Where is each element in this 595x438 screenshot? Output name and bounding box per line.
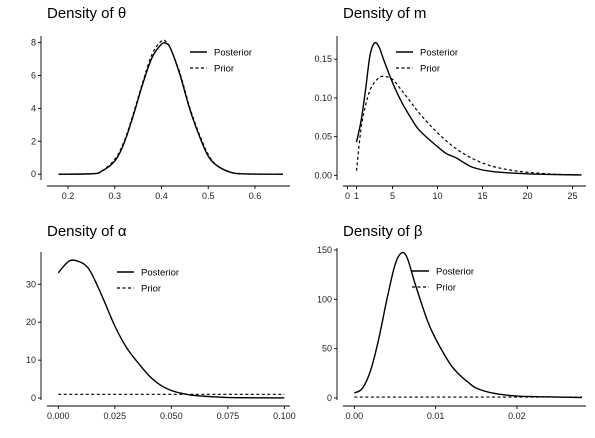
x-tick-label: 0.00 (346, 411, 364, 421)
x-tick-label: 0.2 (62, 191, 75, 201)
density-panel-4: Density of β 0 50 100 150 0.00 0.01 0.02 Posteri… (317, 223, 586, 421)
y-tick-label: 10 (26, 355, 36, 365)
x-tick-label: 0 (345, 191, 350, 201)
density-panel-2: Density of m0.000.050.100.150 1 5 10 15 20 25P… (314, 5, 586, 201)
legend-label-prior: Prior (436, 283, 456, 294)
x-tick-label: 0.4 (155, 191, 168, 201)
x-tick-label: 0.02 (508, 411, 526, 421)
panel-title: Density of m (343, 5, 426, 22)
x-tick-label: 0.050 (160, 411, 183, 421)
x-tick-label: 0.100 (273, 411, 296, 421)
posterior-density-line (57, 259, 285, 399)
x-tick-label: 0.5 (202, 191, 215, 201)
y-tick-label: 0.10 (314, 93, 332, 103)
posterior-density-line (58, 41, 283, 175)
legend-label-prior: Prior (141, 284, 161, 295)
panel-title: Density of θ (47, 5, 126, 22)
y-tick-label: 6 (31, 70, 36, 80)
x-tick-label: 0.6 (249, 191, 262, 201)
legend: Posterior Prior (412, 267, 474, 294)
x-tick-label: 5 (390, 191, 395, 201)
y-tick-label: 0 (31, 169, 36, 179)
legend: Posterior Prior (190, 48, 252, 75)
y-tick-label: 0 (31, 393, 36, 403)
y-tick-label: 0.00 (314, 170, 332, 180)
y-tick-label: 0.15 (314, 54, 332, 64)
legend: Posterior Prior (117, 268, 179, 295)
legend-label-posterior: Posterior (436, 267, 474, 278)
legend-label-posterior: Posterior (141, 268, 179, 279)
y-tick-label: 50 (322, 344, 332, 354)
x-tick-label: 0.025 (104, 411, 127, 421)
y-tick-label: 20 (26, 317, 36, 327)
y-tick-label: 150 (317, 245, 332, 255)
posterior-density-line (355, 41, 582, 176)
x-tick-label: 15 (477, 191, 487, 201)
legend-label-posterior: Posterior (420, 48, 458, 59)
prior-density-line (58, 39, 283, 175)
y-tick-label: 100 (317, 294, 332, 304)
legend-label-posterior: Posterior (214, 48, 252, 59)
x-tick-label: 10 (432, 191, 442, 201)
x-tick-label: 20 (522, 191, 532, 201)
x-tick-label: 1 (354, 191, 359, 201)
panel-title: Density of β (343, 223, 423, 240)
x-tick-label: 0.01 (427, 411, 445, 421)
x-tick-label: 0.3 (109, 191, 122, 201)
legend: Posterior Prior (396, 48, 458, 75)
y-tick-label: 0 (327, 393, 332, 403)
x-tick-label: 25 (567, 191, 577, 201)
y-tick-label: 0.05 (314, 132, 332, 142)
y-tick-label: 30 (26, 279, 36, 289)
panel-title: Density of α (47, 223, 127, 240)
x-tick-label: 0.000 (47, 411, 70, 421)
density-panel-1: Density of θ 0 2 4 6 8 0.2 0.3 0.4 0.5 0.6 Posterio… (31, 5, 290, 201)
legend-label-prior: Prior (214, 64, 234, 75)
y-tick-label: 2 (31, 136, 36, 146)
legend-label-prior: Prior (420, 64, 440, 75)
y-tick-label: 4 (31, 103, 36, 113)
posterior-density-line (354, 251, 582, 399)
density-panel-3: Density of α 0 10 20 30 0.000 0.025 0.050 0.075 0… (26, 223, 296, 421)
prior-density-line (355, 75, 582, 176)
x-tick-label: 0.075 (217, 411, 240, 421)
y-tick-label: 8 (31, 38, 36, 48)
